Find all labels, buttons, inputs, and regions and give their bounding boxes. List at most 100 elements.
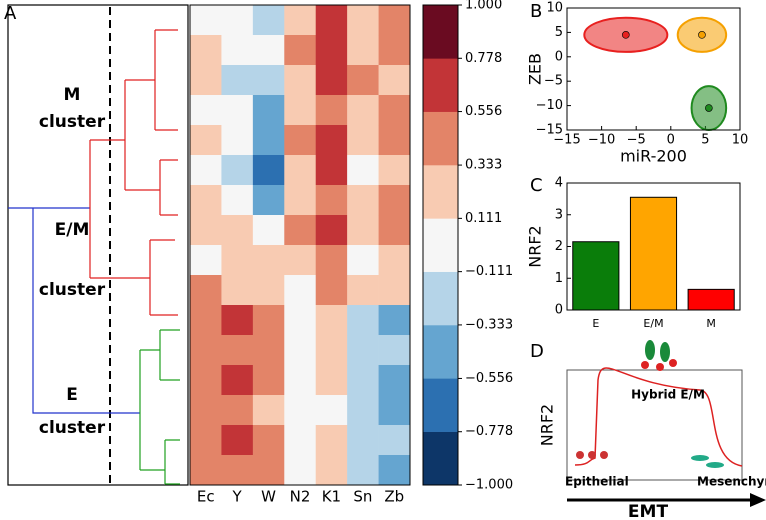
panel-d-frame [566, 340, 766, 507]
cluster-label: M [64, 85, 81, 105]
heatmap-cell [347, 455, 379, 486]
heatmap-cell [284, 95, 317, 126]
heatmap-cell [315, 65, 348, 96]
colorbar-band [423, 325, 458, 379]
heatmap-cell [315, 215, 348, 246]
heatmap-cell [378, 5, 411, 36]
y-tick-label: 0 [555, 303, 563, 318]
heatmap-cell [378, 35, 411, 66]
heatmap-cell [284, 215, 317, 246]
heatmap-cell [347, 425, 379, 456]
bar [687, 288, 735, 311]
heatmap-cell [252, 65, 285, 96]
heatmap-cell [378, 215, 411, 246]
colorbar-tick-label: −1.000 [465, 478, 513, 493]
heatmap-cell [284, 425, 317, 456]
x-tick-label: Sn [353, 488, 372, 506]
heatmap-cell [252, 185, 285, 216]
heatmap-cell [252, 95, 285, 126]
heatmap-cell [221, 35, 254, 66]
colorbar-band [423, 165, 458, 219]
y-tick-label: 0 [555, 49, 563, 64]
heatmap-cell [252, 245, 285, 276]
heatmap-cell [378, 95, 411, 126]
bar [572, 241, 620, 311]
heatmap-cell [284, 395, 317, 426]
x-tick-label: W [261, 488, 276, 506]
x-tick-label: 5 [701, 133, 709, 148]
colorbar-tick-label: −0.556 [465, 371, 513, 386]
heatmap-cell [190, 395, 222, 426]
heatmap-cell [190, 365, 222, 396]
heatmap-cell [252, 125, 285, 156]
heatmap-cell [252, 365, 285, 396]
cluster-label: cluster [39, 418, 106, 438]
dendrogram [7, 4, 189, 486]
colorbar-tick-label: 0.556 [465, 104, 502, 119]
colorbar-tick-label: 0.111 [465, 211, 502, 226]
heatmap-cell [378, 425, 411, 456]
heatmap-cell [284, 335, 317, 366]
heatmap-cell [190, 95, 222, 126]
heatmap-cell [284, 65, 317, 96]
heatmap-cell [190, 425, 222, 456]
heatmap-cell [221, 275, 254, 306]
heatmap-cell [252, 155, 285, 186]
heatmap-cell [252, 305, 285, 336]
heatmap-cell [221, 155, 254, 186]
x-tick-label: N2 [290, 488, 311, 506]
x-tick-label: K1 [322, 488, 341, 506]
cluster-label: E [66, 385, 78, 405]
colorbar-frame [422, 4, 459, 486]
heatmap-cell [315, 5, 348, 36]
y-tick-label: −5 [544, 74, 563, 89]
heatmap-cell [347, 245, 379, 276]
cluster-label: E/M [55, 220, 90, 240]
heatmap-cell [315, 275, 348, 306]
heatmap-cell [190, 65, 222, 96]
heatmap-cell [347, 185, 379, 216]
heatmap-cell [221, 125, 254, 156]
heatmap-cell [378, 305, 411, 336]
heatmap-cell [378, 125, 411, 156]
x-tick-label: Ec [197, 488, 215, 506]
panel-label: D [530, 341, 544, 362]
y-axis-label: NRF2 [538, 404, 557, 446]
x-tick-label: 10 [732, 133, 749, 148]
axes-frame [566, 182, 741, 311]
heatmap-cell [190, 305, 222, 336]
heatmap-cell [378, 65, 411, 96]
y-axis-label: NRF2 [526, 225, 545, 267]
axes-frame [566, 7, 741, 131]
colorbar-tick-label: −0.111 [465, 264, 513, 279]
heatmap-cell [221, 455, 254, 486]
colorbar-band [423, 111, 458, 166]
panel-label: C [530, 175, 543, 196]
heatmap-cell [347, 395, 379, 426]
x-tick-label: 0 [667, 133, 675, 148]
heatmap-cell [190, 185, 222, 216]
heatmap-cell [347, 365, 379, 396]
colorbar-band [423, 431, 458, 486]
heatmap-cell [252, 455, 285, 486]
heatmap-cell [347, 65, 379, 96]
colorbar-band [423, 218, 458, 272]
heatmap-cell [221, 425, 254, 456]
heatmap-cell [284, 125, 317, 156]
heatmap-cell [284, 185, 317, 216]
colorbar-tick-label: −0.778 [465, 424, 513, 439]
heatmap-cell [315, 185, 348, 216]
x-tick-label: E [592, 317, 599, 330]
colorbar-tick-label: −0.333 [465, 317, 513, 332]
heatmap-cell [347, 125, 379, 156]
heatmap-frame [189, 4, 411, 486]
x-tick-label: Y [232, 488, 243, 506]
heatmap-cell [315, 455, 348, 486]
heatmap-cell [315, 35, 348, 66]
heatmap-cell [378, 455, 411, 486]
colorbar-band [423, 271, 458, 326]
heatmap-cell [221, 365, 254, 396]
heatmap-cell [378, 245, 411, 276]
cluster-label: cluster [39, 280, 106, 300]
heatmap-cell [347, 5, 379, 36]
